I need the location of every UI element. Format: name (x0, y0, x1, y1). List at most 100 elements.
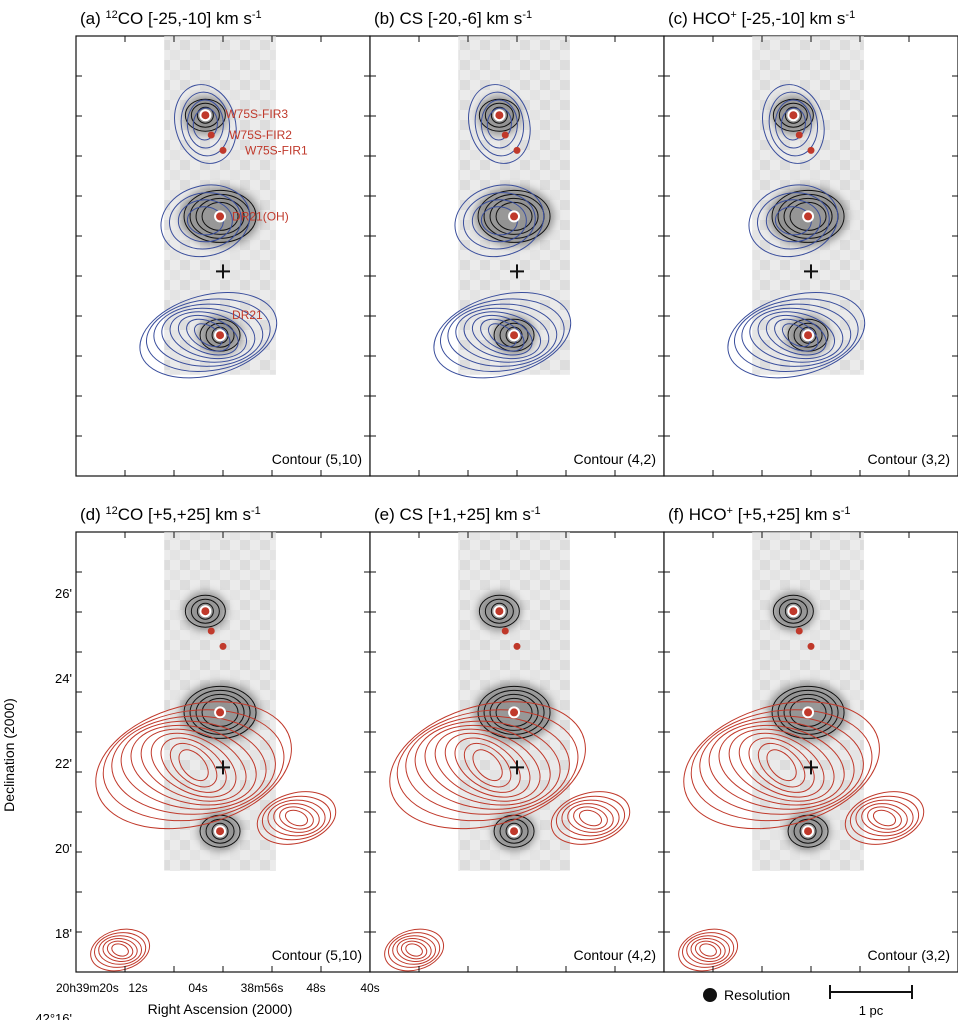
source-marker (493, 109, 506, 122)
emission-contour (748, 737, 815, 793)
emission-contour (160, 737, 227, 793)
emission-contour (708, 720, 855, 810)
source-label: DR21(OH) (232, 209, 289, 223)
emission-contour (192, 107, 218, 141)
source-marker (795, 627, 803, 635)
continuum-contour (499, 818, 529, 844)
emission-contour (168, 192, 242, 250)
continuum-contour (489, 693, 539, 731)
emission-contour (161, 307, 256, 363)
source-label: W75S-FIR2 (229, 128, 292, 142)
source-marker (513, 642, 521, 650)
emission-contour (455, 307, 550, 363)
source-marker (199, 605, 212, 618)
emission-contour (178, 749, 209, 782)
continuum-contour (205, 322, 235, 348)
contour-label: Contour (5,10) (272, 947, 362, 963)
y-axis-label: Declination (2000) (1, 698, 17, 812)
ra-tick-label: 04s (188, 981, 207, 995)
source-marker (802, 210, 815, 223)
emission-contour (694, 940, 722, 960)
continuum-contour (784, 602, 802, 620)
emission-contour (433, 292, 572, 379)
emission-contours (384, 701, 631, 972)
emission-contour (738, 732, 825, 798)
emission-contour (690, 937, 726, 963)
emission-contour (439, 298, 565, 372)
continuum-contour (477, 189, 551, 243)
emission-contour (95, 701, 292, 830)
source-label: DR21 (232, 308, 263, 322)
emission-contour (193, 323, 223, 348)
continuum-contour (789, 201, 827, 231)
emission-contour (153, 303, 264, 367)
emission-contour (774, 206, 812, 236)
emission-contour (756, 192, 830, 250)
emission-contour (180, 91, 231, 157)
source-marker (802, 706, 815, 719)
continuum-contour (201, 201, 239, 231)
dec-tick-label: 24' (55, 671, 72, 686)
emission-contour (550, 791, 631, 845)
source-marker (214, 329, 227, 342)
emission-contour (454, 184, 545, 258)
continuum-contour (483, 689, 545, 735)
continuum-contour (477, 685, 551, 739)
panel-c: (c) HCO+ [-25,-10] km s-1 Contour (3,2) (663, 9, 958, 477)
continuum-contour (484, 102, 514, 128)
source-label: W75S-FIR1 (245, 143, 308, 157)
emission-contour (434, 728, 541, 802)
emission-contour (447, 303, 558, 367)
panel-title: (f) HCO+ [+5,+25] km s-1 (668, 505, 851, 524)
emission-contour (471, 314, 533, 356)
emission-contour (267, 799, 326, 837)
emission-contour (766, 749, 797, 782)
continuum-contour (478, 594, 520, 628)
emission-contour (733, 298, 859, 372)
contour-label: Contour (3,2) (868, 947, 950, 963)
continuum-contour (196, 106, 214, 124)
ra-tick-label: 12s (128, 981, 147, 995)
source-marker (802, 329, 815, 342)
emission-contour (414, 720, 561, 810)
continuum-contour (772, 98, 814, 132)
dec-tick-labels: 26' 24' 22' 20' 18' 42°16' (35, 586, 72, 1020)
emission-contour (690, 709, 873, 822)
emission-contour (444, 732, 531, 798)
continuum-contour (495, 201, 533, 231)
emission-contour (130, 724, 257, 806)
emission-contour (98, 935, 143, 965)
emission-contour (774, 99, 812, 149)
contour-label: Contour (4,2) (574, 947, 656, 963)
emission-contour (106, 940, 134, 960)
continuum-contour (772, 594, 814, 628)
emission-contour (561, 799, 620, 837)
emission-contour (169, 311, 248, 360)
emission-contour (468, 84, 531, 164)
emission-contour (474, 91, 525, 157)
continuum-contour (490, 106, 508, 124)
continuum-contour (793, 818, 823, 844)
panel-title: (e) CS [+1,+25] km s-1 (374, 505, 541, 524)
emission-contour (765, 314, 827, 356)
ra-tick-label: 48s (306, 981, 325, 995)
source-label: W75S-FIR3 (225, 107, 288, 121)
scale-bar (829, 985, 913, 999)
emission-contour (682, 932, 735, 968)
emission-contour (140, 728, 247, 802)
emission-contour (94, 932, 147, 968)
emission-contour (261, 795, 332, 841)
emission-contour (472, 749, 503, 782)
emission-contour (463, 311, 542, 360)
emission-contour (480, 206, 518, 236)
emission-contour (762, 84, 825, 164)
emission-contour (405, 943, 423, 957)
emission-contour (396, 937, 432, 963)
continuum-contour (777, 689, 839, 735)
continuum-contour (196, 602, 214, 620)
emission-contour (855, 799, 914, 837)
scale-bar-label: 1 pc (859, 1003, 884, 1018)
emission-contour (177, 199, 233, 243)
resolution-beam-marker (703, 988, 717, 1002)
